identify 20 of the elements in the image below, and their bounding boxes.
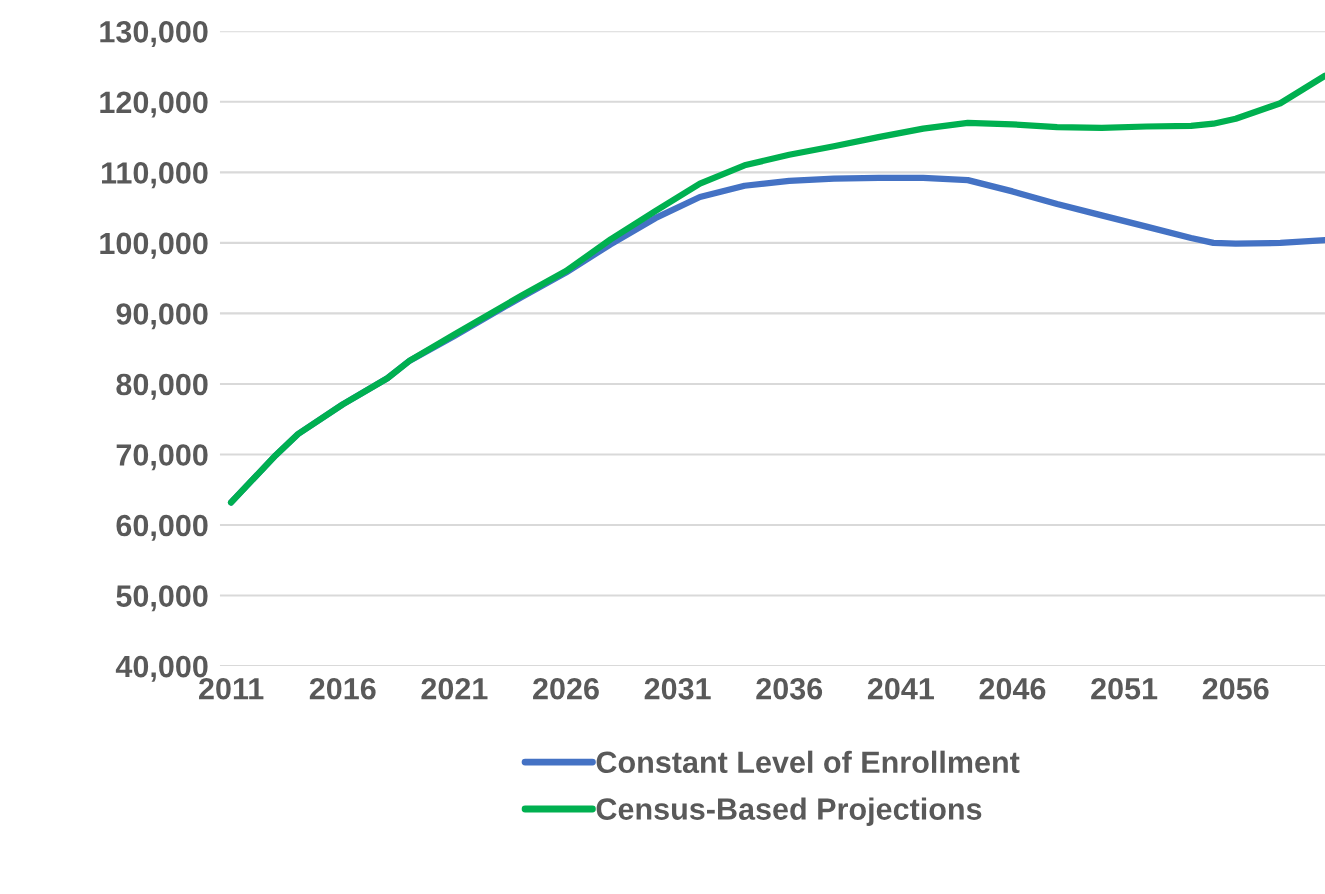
y-tick-label: 50,000 [116, 585, 208, 612]
x-tick-label: 2021 [421, 677, 488, 700]
x-tick-label: 2051 [1091, 677, 1158, 700]
y-tick-label: 90,000 [116, 303, 208, 330]
x-tick-label: 2026 [533, 677, 599, 700]
legend-label: Constant Level of Enrollment [596, 750, 1020, 774]
y-tick-label: 100,000 [100, 232, 208, 259]
x-tick-label: 2041 [867, 677, 934, 700]
y-tick-label: 60,000 [116, 514, 208, 541]
x-tick-label: 2016 [309, 677, 376, 700]
x-tick-label: 2031 [644, 677, 711, 700]
x-tick-label: 2046 [979, 677, 1046, 700]
y-tick-label: 70,000 [116, 444, 208, 471]
y-tick-label: 130,000 [100, 21, 208, 48]
y-tick-label: 120,000 [100, 91, 208, 118]
x-tick-label: 2056 [1202, 677, 1269, 700]
x-tick-label: 2036 [756, 677, 823, 700]
legend-label: Census-Based Projections [596, 797, 982, 826]
y-tick-label: 110,000 [102, 162, 208, 189]
y-tick-label: 80,000 [116, 373, 208, 400]
